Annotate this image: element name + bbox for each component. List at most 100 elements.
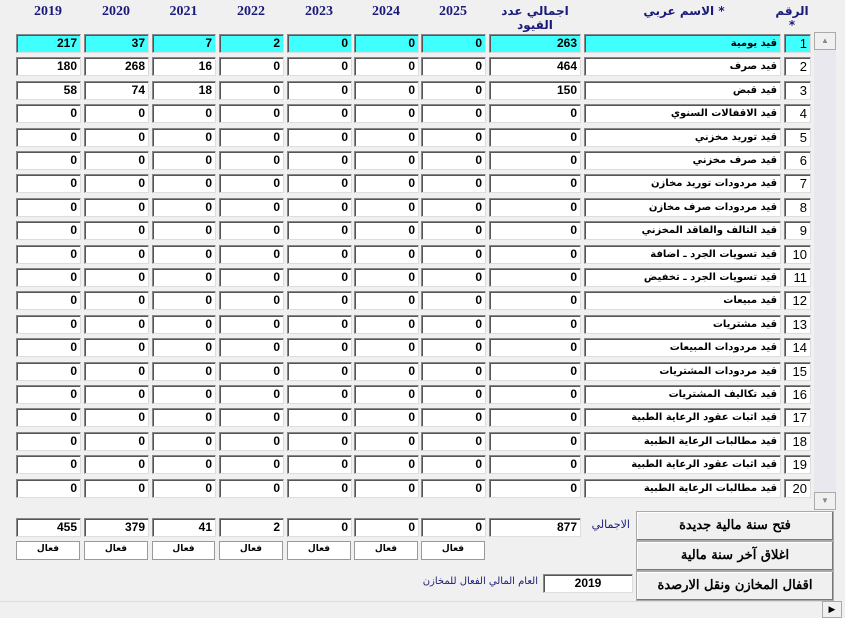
row-name-field[interactable]: قيد مشتريات [584,315,781,334]
row-year-field[interactable]: 0 [354,362,419,381]
row-year-field[interactable]: 37 [84,34,149,53]
row-year-field[interactable]: 0 [421,198,486,217]
row-year-field[interactable]: 0 [354,245,419,264]
row-year-field[interactable]: 0 [152,385,216,404]
row-year-field[interactable]: 0 [84,174,149,193]
row-year-field[interactable]: 0 [421,174,486,193]
row-year-field[interactable]: 0 [152,315,216,334]
row-year-field[interactable]: 0 [16,104,81,123]
row-year-field[interactable]: 74 [84,81,149,100]
row-year-field[interactable]: 0 [219,291,284,310]
row-year-field[interactable]: 0 [354,221,419,240]
row-year-field[interactable]: 2 [219,34,284,53]
row-year-field[interactable]: 0 [421,291,486,310]
row-number-field[interactable]: 6 [784,151,811,170]
row-year-field[interactable]: 0 [421,338,486,357]
row-year-field[interactable]: 0 [354,338,419,357]
row-year-field[interactable]: 0 [287,128,352,147]
row-number-field[interactable]: 17 [784,408,811,427]
row-year-field[interactable]: 0 [84,432,149,451]
row-year-field[interactable]: 0 [152,408,216,427]
row-number-field[interactable]: 2 [784,57,811,76]
row-year-field[interactable]: 0 [287,174,352,193]
row-year-field[interactable]: 16 [152,57,216,76]
row-year-field[interactable]: 0 [16,408,81,427]
row-year-field[interactable]: 0 [354,174,419,193]
row-year-field[interactable]: 0 [16,291,81,310]
row-year-field[interactable]: 0 [84,385,149,404]
row-year-field[interactable]: 18 [152,81,216,100]
row-number-field[interactable]: 12 [784,291,811,310]
row-year-field[interactable]: 0 [152,432,216,451]
row-name-field[interactable]: قيد تكاليف المشتريات [584,385,781,404]
row-year-field[interactable]: 0 [152,362,216,381]
row-number-field[interactable]: 7 [784,174,811,193]
row-total-field[interactable]: 464 [489,57,581,76]
row-number-field[interactable]: 15 [784,362,811,381]
row-number-field[interactable]: 10 [784,245,811,264]
close-last-fiscal-year-button[interactable]: اغلاق آخر سنة مالية [636,541,834,571]
scroll-down-icon[interactable]: ▼ [814,492,836,510]
row-year-field[interactable]: 0 [219,408,284,427]
row-year-field[interactable]: 7 [152,34,216,53]
row-year-field[interactable]: 0 [287,362,352,381]
row-year-field[interactable]: 0 [84,315,149,334]
row-year-field[interactable]: 0 [16,315,81,334]
row-year-field[interactable]: 0 [354,455,419,474]
row-total-field[interactable]: 0 [489,128,581,147]
row-year-field[interactable]: 0 [354,432,419,451]
row-year-field[interactable]: 0 [219,362,284,381]
row-year-field[interactable]: 0 [152,291,216,310]
row-total-field[interactable]: 0 [489,268,581,287]
row-year-field[interactable]: 0 [421,57,486,76]
row-year-field[interactable]: 0 [84,245,149,264]
row-year-field[interactable]: 0 [84,268,149,287]
row-total-field[interactable]: 0 [489,104,581,123]
row-year-field[interactable]: 0 [421,385,486,404]
row-year-field[interactable]: 0 [84,408,149,427]
row-total-field[interactable]: 0 [489,479,581,498]
row-year-field[interactable]: 0 [421,455,486,474]
row-year-field[interactable]: 0 [219,245,284,264]
row-year-field[interactable]: 0 [287,315,352,334]
row-year-field[interactable]: 0 [287,198,352,217]
row-name-field[interactable]: قيد مردودات المبيعات [584,338,781,357]
row-year-field[interactable]: 0 [152,479,216,498]
row-year-field[interactable]: 0 [354,151,419,170]
row-year-field[interactable]: 0 [287,408,352,427]
row-year-field[interactable]: 0 [287,221,352,240]
row-number-field[interactable]: 1 [784,34,811,53]
row-year-field[interactable]: 0 [219,104,284,123]
row-year-field[interactable]: 0 [84,362,149,381]
row-year-field[interactable]: 0 [219,128,284,147]
row-year-field[interactable]: 0 [354,268,419,287]
row-year-field[interactable]: 0 [84,338,149,357]
row-number-field[interactable]: 5 [784,128,811,147]
row-total-field[interactable]: 0 [489,291,581,310]
row-year-field[interactable]: 0 [421,151,486,170]
row-number-field[interactable]: 4 [784,104,811,123]
row-total-field[interactable]: 0 [489,221,581,240]
row-year-field[interactable]: 0 [152,128,216,147]
row-year-field[interactable]: 0 [16,432,81,451]
row-year-field[interactable]: 0 [219,338,284,357]
row-year-field[interactable]: 0 [287,34,352,53]
row-year-field[interactable]: 0 [287,151,352,170]
row-year-field[interactable]: 0 [16,151,81,170]
row-name-field[interactable]: قيد يومية [584,34,781,53]
row-year-field[interactable]: 0 [16,362,81,381]
row-year-field[interactable]: 0 [287,432,352,451]
row-total-field[interactable]: 0 [489,315,581,334]
row-total-field[interactable]: 0 [489,362,581,381]
row-number-field[interactable]: 14 [784,338,811,357]
row-year-field[interactable]: 0 [354,34,419,53]
row-year-field[interactable]: 0 [16,385,81,404]
row-total-field[interactable]: 0 [489,245,581,264]
row-year-field[interactable]: 0 [84,221,149,240]
row-year-field[interactable]: 0 [219,432,284,451]
row-year-field[interactable]: 0 [84,104,149,123]
row-name-field[interactable]: قيد تسويات الجرد ـ اضافة [584,245,781,264]
row-year-field[interactable]: 0 [421,408,486,427]
row-year-field[interactable]: 180 [16,57,81,76]
row-year-field[interactable]: 0 [287,245,352,264]
